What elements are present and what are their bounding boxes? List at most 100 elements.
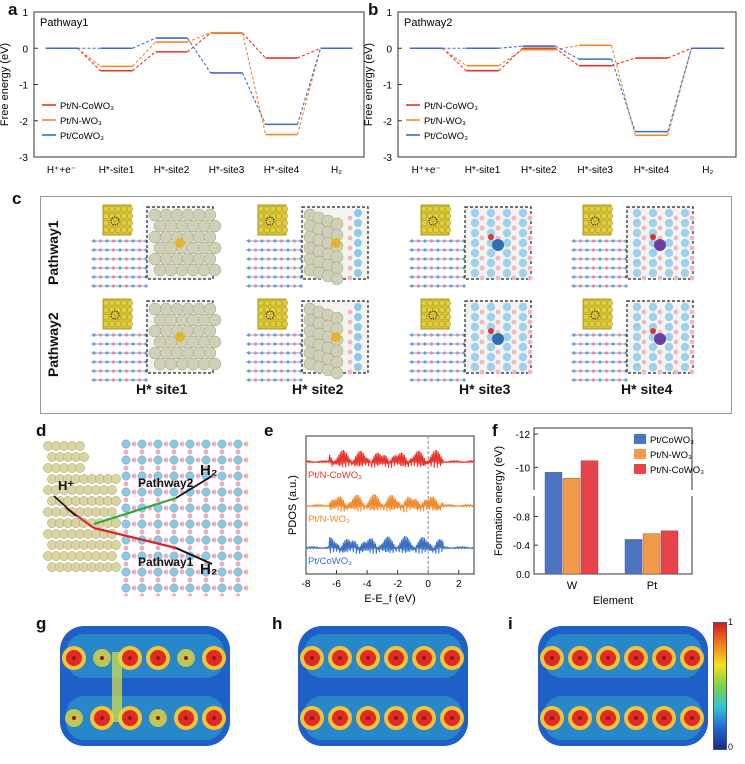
y-tick-label: -1 — [383, 81, 392, 92]
lattice-atom — [423, 378, 427, 382]
o-atom — [235, 513, 241, 519]
lattice-atom — [286, 342, 290, 346]
pt-atom — [330, 250, 344, 264]
pt-atom — [269, 299, 276, 306]
o-atom — [139, 497, 145, 503]
lattice-atom — [105, 333, 109, 337]
o-atom — [147, 489, 153, 495]
lattice-atom — [611, 333, 615, 337]
o-atom — [527, 235, 533, 241]
lattice-atom — [598, 266, 602, 270]
pt-atom — [421, 220, 428, 227]
legend-swatch — [634, 449, 646, 459]
w-atom — [680, 258, 690, 268]
lattice-atom — [617, 284, 622, 288]
atom-dot — [212, 716, 216, 720]
y-tick-label: -3 — [19, 153, 28, 164]
lattice-atom — [253, 342, 258, 346]
lattice-atom — [286, 284, 290, 288]
o-atom — [673, 309, 679, 315]
bar-w — [544, 472, 563, 575]
o-atom — [479, 309, 485, 315]
series-label: Pt/CoWO₃ — [308, 556, 352, 567]
lattice-atom — [98, 248, 103, 252]
lattice-atom — [124, 342, 129, 346]
o-atom — [495, 255, 501, 261]
lattice-atom — [578, 369, 583, 373]
w-atom — [664, 268, 674, 278]
pt-atom — [281, 299, 288, 306]
lattice-atom — [118, 266, 122, 270]
pathway1-arrow — [93, 526, 177, 550]
lattice-atom — [279, 266, 284, 270]
lattice-atom — [131, 378, 135, 382]
lattice-atom — [604, 275, 609, 279]
o-atom — [227, 505, 233, 511]
o-atom — [163, 585, 169, 591]
w-atom — [470, 352, 480, 362]
pt-atom — [427, 306, 434, 313]
lattice-atom — [449, 342, 453, 346]
lattice-atom — [416, 248, 421, 252]
w-atom — [664, 228, 674, 238]
lattice-atom — [292, 351, 297, 355]
atom-dot — [606, 656, 610, 660]
w-atom — [518, 342, 528, 352]
lattice-atom — [253, 248, 258, 252]
lattice-atom — [436, 369, 440, 373]
energy-connector — [77, 47, 101, 72]
w-atom — [233, 567, 243, 577]
lattice-atom — [598, 275, 602, 279]
w-atom — [486, 248, 496, 258]
lattice-atom — [137, 257, 142, 261]
energy-connector — [554, 45, 580, 60]
w-atom — [680, 342, 690, 352]
w-atom — [121, 583, 131, 593]
h2-arrow — [175, 547, 213, 565]
o-atom — [673, 329, 679, 335]
lattice-atom — [442, 342, 447, 346]
pt-atom — [445, 213, 452, 220]
lattice-atom — [591, 369, 596, 373]
pt-atom — [148, 208, 162, 222]
pt-atom — [107, 551, 117, 561]
lattice-atom — [416, 360, 421, 364]
lattice-atom — [462, 284, 466, 288]
pt-atom — [159, 208, 173, 222]
o-atom — [179, 521, 185, 527]
pt-atom — [103, 306, 110, 313]
pt-atom — [197, 357, 211, 371]
lattice-atom — [410, 369, 414, 373]
legend-label: Pt/N-WO₃ — [650, 450, 692, 461]
o-atom — [243, 473, 249, 479]
lattice-atom — [429, 333, 434, 337]
o-atom — [657, 255, 663, 261]
pt-atom — [159, 252, 173, 266]
o-atom — [511, 255, 517, 261]
lattice-atom — [455, 333, 460, 337]
energy-connector — [241, 72, 267, 125]
w-atom — [680, 248, 690, 258]
w-atom — [470, 258, 480, 268]
lattice-atom — [604, 378, 609, 382]
o-atom — [179, 553, 185, 559]
o-atom — [527, 245, 533, 251]
w-atom — [664, 218, 674, 228]
x-axis-label: E-E_f (eV) — [364, 593, 415, 605]
pt-atom — [148, 302, 162, 316]
lattice-atom — [118, 369, 122, 373]
pt-atom — [186, 219, 200, 233]
w-atom — [632, 302, 642, 312]
o-atom — [479, 275, 485, 281]
o-atom — [187, 449, 193, 455]
energy-connector — [241, 32, 267, 135]
o-atom — [163, 537, 169, 543]
y-tick-label: -2 — [383, 117, 392, 128]
o-atom — [527, 265, 533, 271]
lattice-atom — [611, 360, 615, 364]
w-atom — [137, 519, 147, 529]
o-atom — [163, 569, 169, 575]
lattice-atom — [572, 275, 576, 279]
lattice-atom — [578, 378, 583, 382]
w-atom — [354, 249, 362, 257]
